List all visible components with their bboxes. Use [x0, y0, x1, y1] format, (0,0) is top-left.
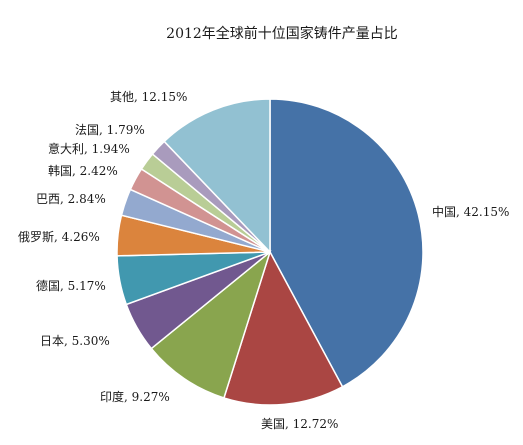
slice-label-3: 印度, 9.27% — [100, 389, 170, 404]
slice-label-4: 日本, 5.30% — [40, 334, 110, 348]
slice-label-1: 中国, 42.15% — [432, 204, 509, 219]
slice-label-10: 法国, 1.79% — [75, 123, 145, 137]
pie-slice-11 — [163, 98, 271, 254]
slice-label-2: 美国, 12.72% — [261, 417, 338, 431]
slice-label-8: 韩国, 2.42% — [48, 163, 118, 178]
pie-slice-2 — [223, 250, 344, 406]
pie-slices — [116, 98, 424, 406]
pie-slice-3 — [150, 249, 272, 399]
slice-label-5: 德国, 5.17% — [36, 278, 106, 293]
slice-label-7: 巴西, 2.84% — [36, 192, 106, 206]
slice-label-6: 俄罗斯, 4.26% — [18, 230, 100, 244]
pie-slice-1 — [269, 98, 424, 388]
slice-label-9: 意大利, 1.94% — [48, 141, 130, 156]
pie-labels: 中国, 42.15% 美国, 12.72% 印度, 9.27% 日本, 5.30% 德国… — [18, 90, 509, 431]
chart-title: 2012年全球前十位国家铸件产量占比 — [166, 25, 398, 42]
slice-label-11: 其他, 12.15% — [110, 90, 187, 104]
